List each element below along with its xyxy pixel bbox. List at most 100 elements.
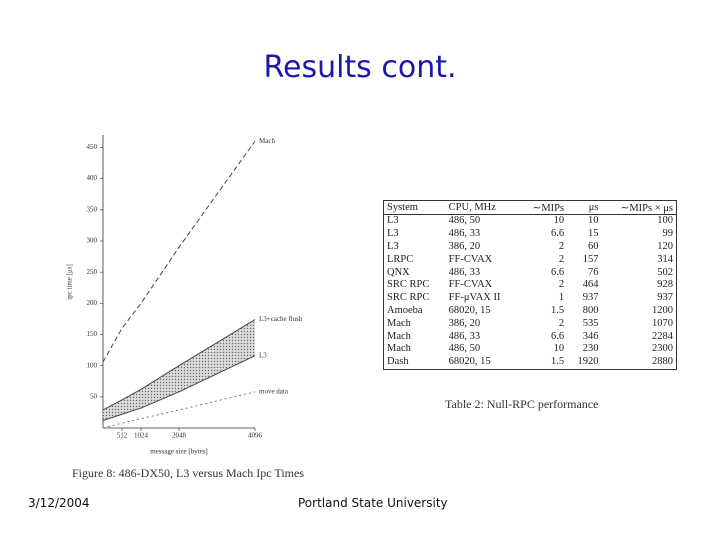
y-tick-label: 250 bbox=[87, 268, 98, 276]
table-header: ∼MIPs × μs bbox=[601, 200, 677, 215]
table-cell: 2300 bbox=[652, 343, 673, 355]
table-cell: 928 bbox=[657, 279, 673, 291]
table-cell: L3 bbox=[387, 228, 399, 240]
table-cell: Mach bbox=[387, 330, 411, 342]
table-cell: 464 bbox=[582, 279, 599, 291]
table-cell: 60 bbox=[587, 240, 599, 252]
table-row: LRPC FF-CVAX 2 157 314 bbox=[384, 253, 677, 266]
table-cell: 2 bbox=[558, 279, 565, 291]
table-cell: 10 bbox=[553, 215, 565, 227]
series-label: Mach bbox=[259, 137, 275, 145]
table-cell: Mach bbox=[387, 343, 411, 355]
x-tick-label: 4096 bbox=[248, 432, 263, 440]
table-cell: 2284 bbox=[652, 330, 673, 342]
footer-org: Portland State University bbox=[298, 496, 448, 510]
y-tick-label: 100 bbox=[87, 361, 98, 369]
table-cell: 386, 20 bbox=[448, 240, 481, 252]
table-cell: 2880 bbox=[652, 356, 673, 368]
table-cell: 6.6 bbox=[550, 266, 565, 278]
table-cell: Dash bbox=[387, 356, 409, 368]
table-cell: 6.6 bbox=[550, 330, 565, 342]
table-row: Mach 486, 33 6.6 346 2284 bbox=[384, 330, 677, 343]
x-tick-label: 512 bbox=[117, 432, 128, 440]
table-cell: 10 bbox=[587, 215, 599, 227]
table-row: QNX 486, 33 6.6 76 502 bbox=[384, 266, 677, 279]
x-axis-label: message size [bytes] bbox=[150, 448, 208, 456]
series-line bbox=[102, 140, 256, 363]
table-cell: 120 bbox=[657, 240, 673, 252]
table-cell: Amoeba bbox=[387, 304, 423, 316]
table-row: Dash 68020, 15 1.5 1920 2880 bbox=[384, 356, 677, 369]
table-cell: 230 bbox=[582, 343, 599, 355]
table-cell: 1200 bbox=[652, 304, 673, 316]
table-cell: 6.6 bbox=[550, 228, 565, 240]
table-row: Mach 486, 50 10 230 2300 bbox=[384, 343, 677, 356]
y-tick-label: 200 bbox=[87, 299, 98, 307]
table-cell: 386, 20 bbox=[448, 317, 481, 329]
table-cell: 502 bbox=[657, 266, 673, 278]
table-cell: L3 bbox=[387, 240, 399, 252]
table-row: SRC RPC FF-CVAX 2 464 928 bbox=[384, 279, 677, 292]
table-cell: 937 bbox=[582, 292, 599, 304]
footer-date: 3/12/2004 bbox=[28, 496, 90, 510]
table-cell: 1070 bbox=[652, 317, 673, 329]
table-cell: 2 bbox=[558, 253, 565, 265]
table-cell: 346 bbox=[582, 330, 599, 342]
table-cell: 486, 33 bbox=[448, 266, 481, 278]
series-line bbox=[102, 319, 256, 411]
figure-caption: Figure 8: 486-DX50, L3 versus Mach Ipc T… bbox=[72, 466, 304, 480]
table-row: L3 486, 33 6.6 15 99 bbox=[384, 228, 677, 241]
table-cell: 1.5 bbox=[550, 356, 565, 368]
slide-title: Results cont. bbox=[263, 50, 457, 85]
table-header: System bbox=[383, 200, 446, 215]
table-cell: 535 bbox=[582, 317, 599, 329]
table-cell: 2 bbox=[558, 317, 565, 329]
table-cell: 1920 bbox=[577, 356, 599, 368]
series-label: move data bbox=[259, 387, 289, 395]
table-header: CPU, MHz bbox=[445, 200, 520, 215]
y-tick-label: 450 bbox=[87, 143, 98, 151]
table-cell: QNX bbox=[387, 266, 410, 278]
table-cell: 800 bbox=[582, 304, 599, 316]
y-tick-label: 350 bbox=[87, 205, 98, 213]
table-cell: 1.5 bbox=[550, 304, 565, 316]
series-label: L3+cache flush bbox=[259, 315, 303, 323]
y-tick-label: 300 bbox=[87, 237, 98, 245]
y-tick-label: 400 bbox=[87, 174, 98, 182]
table-row: L3 486, 50 10 10 100 bbox=[384, 215, 677, 228]
table-row: Mach 386, 20 2 535 1070 bbox=[384, 317, 677, 330]
table-cell: L3 bbox=[387, 215, 399, 227]
table-cell: 99 bbox=[662, 228, 674, 240]
table-cell: 68020, 15 bbox=[448, 304, 491, 316]
table-row: SRC RPC FF-μVAX II 1 937 937 bbox=[384, 292, 677, 305]
table-cell: FF-CVAX bbox=[448, 253, 493, 265]
table-cell: 937 bbox=[657, 292, 673, 304]
table-cell: 157 bbox=[582, 253, 599, 265]
table-cell: 76 bbox=[587, 266, 599, 278]
table-cell: SRC RPC bbox=[387, 279, 430, 291]
table-cell: LRPC bbox=[387, 253, 414, 265]
table-cell: FF-μVAX II bbox=[448, 292, 501, 304]
shaded-band bbox=[103, 319, 255, 421]
table-cell: 486, 33 bbox=[448, 330, 481, 342]
table-cell: 1 bbox=[558, 292, 565, 304]
table-cell: 486, 33 bbox=[448, 228, 481, 240]
table-header: μs bbox=[567, 200, 602, 215]
y-axis-label: ipc time [μs] bbox=[66, 264, 74, 300]
table-cell: 2 bbox=[558, 240, 565, 252]
table-cell: 68020, 15 bbox=[448, 356, 491, 368]
series-line bbox=[102, 355, 256, 421]
table-cell: 15 bbox=[587, 228, 599, 240]
y-tick-label: 50 bbox=[90, 392, 98, 400]
table-cell: 314 bbox=[657, 253, 673, 265]
table-cell: Mach bbox=[387, 317, 411, 329]
y-tick-label: 150 bbox=[87, 330, 98, 338]
x-tick-label: 2048 bbox=[172, 432, 187, 440]
x-tick-label: 1024 bbox=[134, 432, 149, 440]
table-cell: 486, 50 bbox=[448, 215, 481, 227]
series-label: L3 bbox=[259, 351, 267, 359]
table-cell: 100 bbox=[657, 215, 673, 227]
table-cell: SRC RPC bbox=[387, 292, 430, 304]
